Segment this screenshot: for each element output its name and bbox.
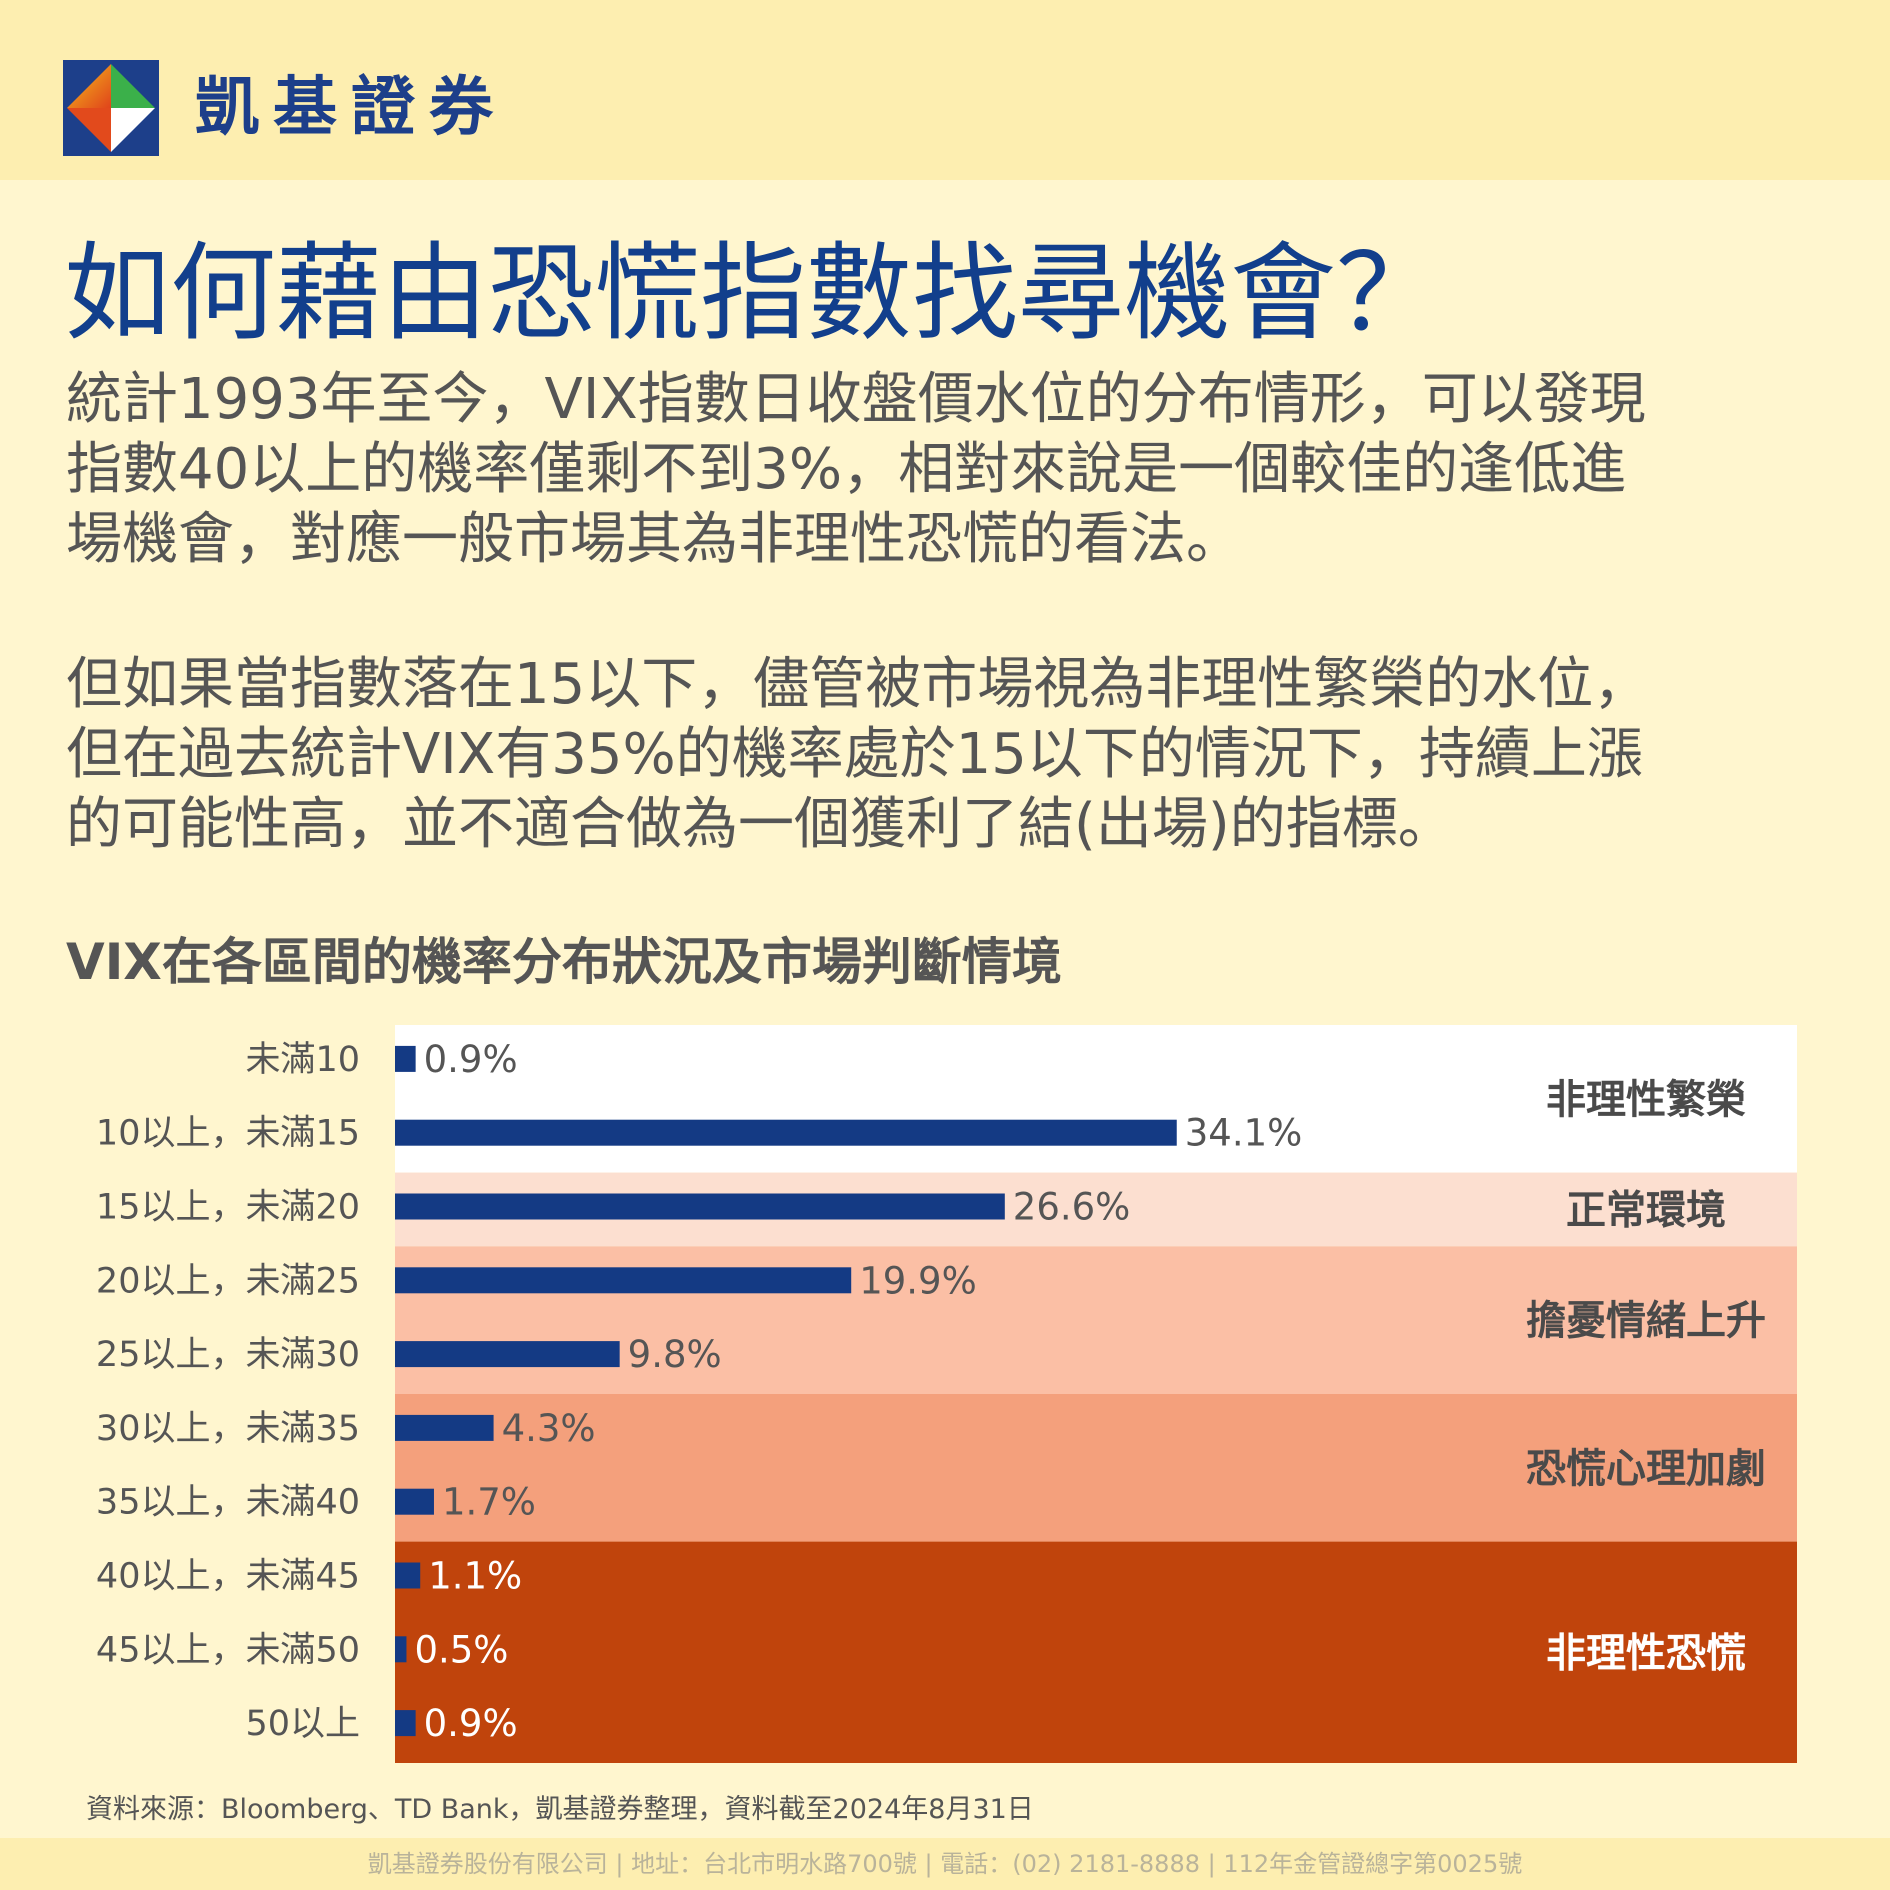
zone-label-2: 擔憂情緒上升: [1526, 1298, 1766, 1344]
data-label: 4.3%: [502, 1407, 596, 1450]
category-label: 30以上，未滿35: [96, 1409, 360, 1449]
header-band: [0, 0, 1890, 180]
category-label: 15以上，未滿20: [96, 1188, 360, 1228]
category-label: 10以上，未滿15: [96, 1114, 360, 1154]
bar: [395, 1636, 407, 1663]
chart-title: VIX在各區間的機率分布狀況及市場判斷情境: [66, 933, 1062, 991]
bar: [395, 1193, 1005, 1220]
data-label: 19.9%: [859, 1259, 977, 1302]
brand-logo-icon: [63, 60, 159, 156]
data-label: 0.5%: [414, 1628, 508, 1671]
zone-label-4: 非理性恐慌: [1546, 1630, 1746, 1676]
data-label: 0.9%: [424, 1038, 518, 1081]
zone-label-0: 非理性繁榮: [1546, 1077, 1746, 1123]
data-label: 0.9%: [424, 1702, 518, 1745]
zone-band-4: [395, 1541, 1797, 1763]
bar: [395, 1045, 416, 1072]
category-label: 20以上，未滿25: [96, 1261, 360, 1301]
brand-name: 凱基證券: [195, 71, 507, 145]
bar: [395, 1710, 416, 1737]
bar: [395, 1562, 421, 1589]
source-note: 資料來源：Bloomberg、TD Bank，凱基證券整理，資料截至2024年8…: [86, 1794, 1034, 1825]
zone-band-0: [395, 1025, 1797, 1173]
category-label: 35以上，未滿40: [96, 1483, 360, 1523]
bar: [395, 1341, 620, 1368]
paragraph-line: 的可能性高，並不適合做為一個獲利了結(出場)的指標。: [66, 792, 1454, 857]
data-label: 26.6%: [1013, 1186, 1131, 1229]
data-label: 1.7%: [442, 1481, 536, 1524]
zone-label-1: 正常環境: [1566, 1188, 1726, 1234]
paragraph-line: 統計1993年至今，VIX指數日收盤價水位的分布情形，可以發現: [66, 367, 1646, 432]
page-title: 如何藉由恐慌指數找尋機會？: [64, 232, 1442, 355]
category-label: 未滿10: [245, 1040, 360, 1080]
footer-text: 凱基證券股份有限公司 | 地址：台北市明水路700號 | 電話：(02) 218…: [367, 1850, 1523, 1878]
category-label: 25以上，未滿30: [96, 1335, 360, 1375]
footer-band: 凱基證券股份有限公司 | 地址：台北市明水路700號 | 電話：(02) 218…: [0, 1838, 1890, 1890]
paragraph-line: 指數40以上的機率僅剩不到3%，相對來說是一個較佳的逢低進: [66, 437, 1627, 502]
bar: [395, 1267, 852, 1294]
zone-label-3: 恐慌心理加劇: [1526, 1446, 1766, 1492]
category-label: 40以上，未滿45: [96, 1557, 360, 1597]
bar: [395, 1119, 1177, 1146]
vix-distribution-chart: 未滿10 0.9% 10以上，未滿15 34.1% 15以上，未滿20 26.6% 20以上…: [96, 1025, 1797, 1763]
intro-paragraph: 統計1993年至今，VIX指數日收盤價水位的分布情形，可以發現 指數40以上的機…: [66, 365, 1646, 575]
paragraph-line: 場機會，對應一般市場其為非理性恐慌的看法。: [66, 507, 1242, 572]
bar: [395, 1414, 494, 1441]
second-paragraph: 但如果當指數落在15以下，儘管被市場視為非理性繁榮的水位， 但在過去統計VIX有…: [66, 650, 1649, 860]
data-label: 34.1%: [1185, 1112, 1303, 1155]
paragraph-line: 但如果當指數落在15以下，儘管被市場視為非理性繁榮的水位，: [66, 652, 1650, 717]
data-label: 9.8%: [628, 1333, 722, 1376]
category-label: 50以上: [245, 1704, 360, 1744]
bar: [395, 1488, 434, 1515]
data-label: 1.1%: [428, 1555, 522, 1598]
zone-band-3: [395, 1394, 1797, 1542]
category-label: 45以上，未滿50: [96, 1630, 360, 1670]
paragraph-line: 但在過去統計VIX有35%的機率處於15以下的情況下，持續上漲: [66, 722, 1643, 787]
